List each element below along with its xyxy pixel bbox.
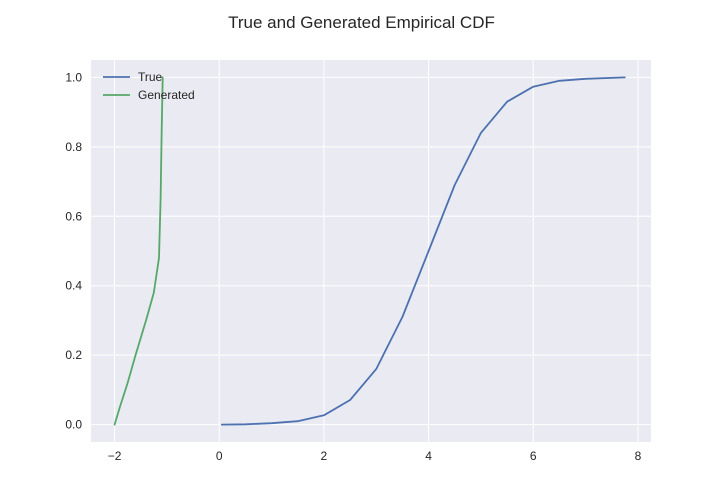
x-tick-label: 6 xyxy=(530,449,537,463)
axis-labels: −2 0 2 4 6 8 0.0 0.2 0.4 0.6 0.8 1.0 xyxy=(65,70,641,463)
y-tick-label: 0.6 xyxy=(65,209,82,223)
series-group xyxy=(113,76,626,426)
y-tick-label: 0.2 xyxy=(65,348,82,362)
grid xyxy=(91,60,651,442)
y-tick-label: 0.4 xyxy=(65,279,82,293)
x-tick-label: 0 xyxy=(216,449,223,463)
y-tick-label: 0.8 xyxy=(65,140,82,154)
legend-label: Generated xyxy=(138,88,195,102)
x-tick-label: 8 xyxy=(635,449,642,463)
chart-title: True and Generated Empirical CDF xyxy=(228,13,495,32)
y-tick-label: 0.0 xyxy=(65,418,82,432)
y-tick-label: 1.0 xyxy=(65,70,82,84)
series-line-generated xyxy=(113,76,164,426)
x-tick-label: 4 xyxy=(425,449,432,463)
series-line-true xyxy=(220,76,626,426)
x-tick-label: 2 xyxy=(321,449,328,463)
x-tick-label: −2 xyxy=(108,449,122,463)
legend: True Generated xyxy=(103,70,195,102)
plot-area xyxy=(91,60,651,442)
legend-label: True xyxy=(138,70,163,84)
